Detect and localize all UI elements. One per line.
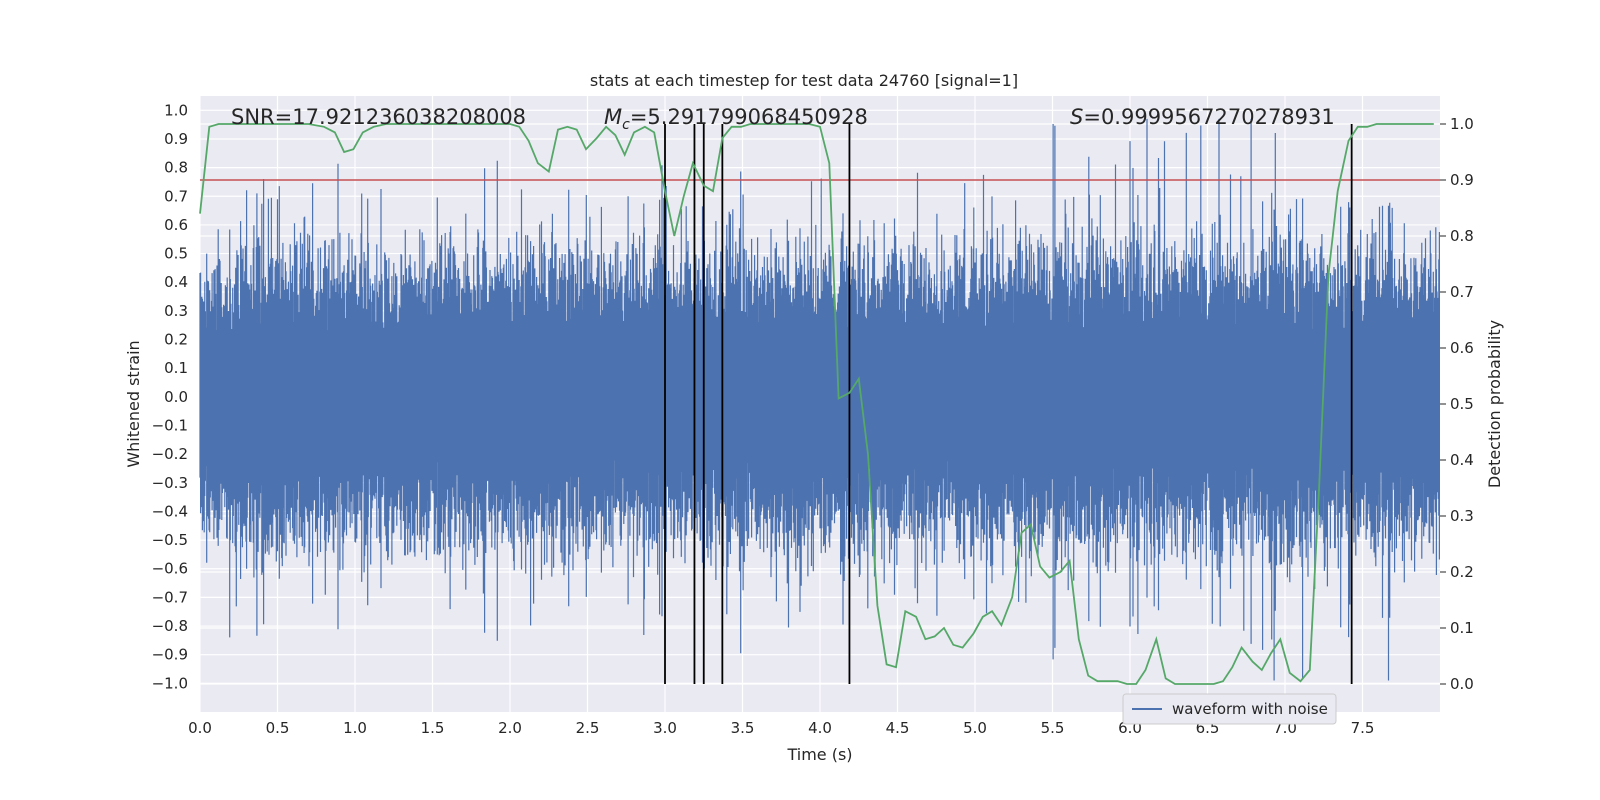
x-tick-label: 2.0 — [498, 719, 522, 737]
right-y-tick-label: 0.6 — [1450, 339, 1474, 357]
x-tick-label: 5.0 — [963, 719, 987, 737]
mc-symbol: M — [604, 105, 622, 129]
left-y-tick-label: 0.2 — [164, 331, 188, 349]
x-tick-label: 0.0 — [188, 719, 212, 737]
vertical-markers — [664, 124, 1353, 684]
left-y-tick-label: −0.7 — [152, 588, 188, 606]
chart-title: stats at each timestep for test data 247… — [590, 71, 1018, 90]
x-tick-label: 7.5 — [1351, 719, 1375, 737]
right-y-tick-label: 0.2 — [1450, 563, 1474, 581]
mc-value: =5.291799068450928 — [630, 105, 868, 129]
right-y-tick-label: 0.7 — [1450, 283, 1474, 301]
left-y-tick-labels: 1.0 0.9 0.8 0.7 0.6 0.5 0.4 0.3 0.2 0.1 0.0 −0.1 −0.… — [152, 101, 188, 692]
x-axis-label: Time (s) — [786, 745, 852, 764]
left-y-axis-label: Whitened strain — [124, 340, 143, 467]
waveform-series — [199, 118, 1440, 681]
mc-subscript: c — [622, 117, 630, 133]
left-y-tick-label: 0.3 — [164, 302, 188, 320]
x-tick-label: 1.0 — [343, 719, 367, 737]
left-y-tick-label: −0.3 — [152, 474, 188, 492]
left-y-tick-label: −0.6 — [152, 560, 188, 578]
left-y-tick-label: −0.8 — [152, 617, 188, 635]
left-y-tick-label: 0.0 — [164, 388, 188, 406]
right-y-tick-label: 0.0 — [1450, 675, 1474, 693]
left-y-tick-label: 0.6 — [164, 216, 188, 234]
right-y-tick-label: 0.4 — [1450, 451, 1474, 469]
left-y-tick-label: 0.8 — [164, 159, 188, 177]
s-value: =0.9999567270278931 — [1083, 105, 1334, 129]
mc-annotation: Mc=5.291799068450928 — [604, 105, 868, 133]
snr-annotation: SNR=17.921236038208008 — [231, 105, 526, 129]
left-y-tick-label: −0.5 — [152, 531, 188, 549]
right-y-tick-label: 0.8 — [1450, 227, 1474, 245]
s-annotation: S=0.9999567270278931 — [1070, 105, 1335, 129]
left-y-tick-label: 0.9 — [164, 130, 188, 148]
legend-label-waveform: waveform with noise — [1172, 700, 1328, 718]
x-tick-label: 1.5 — [421, 719, 445, 737]
left-y-tick-label: −0.4 — [152, 502, 188, 520]
right-y-tick-label: 0.3 — [1450, 507, 1474, 525]
right-y-tick-label: 0.9 — [1450, 171, 1474, 189]
s-symbol: S — [1070, 105, 1083, 129]
x-tick-label: 4.0 — [808, 719, 832, 737]
right-y-tick-label: 1.0 — [1450, 115, 1474, 133]
left-y-tick-label: −0.1 — [152, 416, 188, 434]
detection-probability-series — [199, 123, 1434, 685]
right-y-tick-label: 0.1 — [1450, 619, 1474, 637]
x-tick-label: 0.5 — [266, 719, 290, 737]
right-y-axis-label: Detection probability — [1485, 320, 1504, 488]
x-tick-label: 3.0 — [653, 719, 677, 737]
left-y-tick-label: −0.9 — [152, 646, 188, 664]
left-y-tick-label: 0.7 — [164, 187, 188, 205]
x-tick-label: 3.5 — [731, 719, 755, 737]
left-y-tick-label: −0.2 — [152, 445, 188, 463]
legend: waveform with noise — [1122, 693, 1337, 725]
left-y-tick-label: 1.0 — [164, 101, 188, 119]
x-tick-label: 4.5 — [886, 719, 910, 737]
x-tick-label: 2.5 — [576, 719, 600, 737]
right-y-tick-label: 0.5 — [1450, 395, 1474, 413]
right-y-tick-labels: 1.0 0.9 0.8 0.7 0.6 0.5 0.4 0.3 0.2 0.1 0.0 — [1440, 115, 1474, 693]
left-y-tick-label: 0.4 — [164, 273, 188, 291]
legend-box — [1122, 693, 1337, 725]
left-y-tick-label: 0.5 — [164, 245, 188, 263]
left-y-tick-label: 0.1 — [164, 359, 188, 377]
x-tick-label: 5.5 — [1041, 719, 1065, 737]
left-y-tick-label: −1.0 — [152, 674, 188, 692]
